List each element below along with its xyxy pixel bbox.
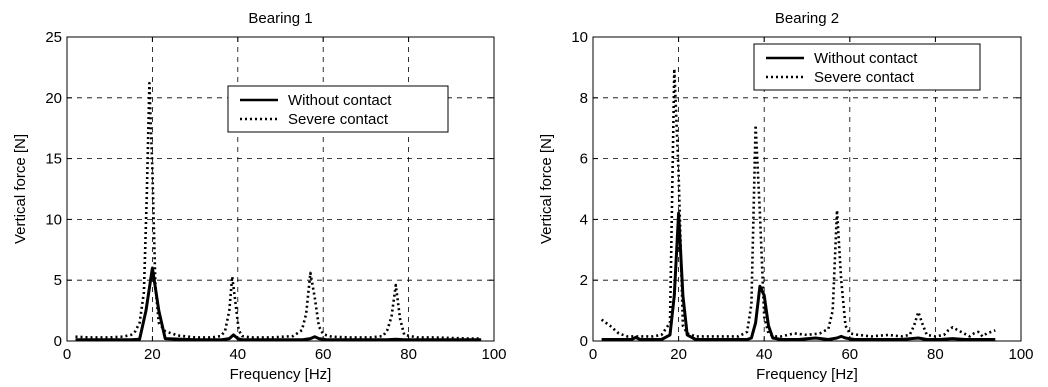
y-tick-label: 10 (571, 29, 588, 46)
axes-frame (66, 36, 495, 342)
y-tick-label: 15 (45, 151, 62, 168)
y-tick-label: 10 (45, 211, 62, 228)
legend-box (227, 85, 449, 133)
legend: Without contact Severe contact (227, 85, 449, 133)
series-line-without-contact (601, 211, 996, 341)
y-tick-label: 8 (580, 90, 588, 107)
x-tick-label: 80 (400, 346, 417, 363)
y-axis-label: Vertical force [N] (538, 134, 555, 244)
x-tick-label: 60 (315, 346, 332, 363)
plot-area (67, 37, 494, 341)
x-tick-label: 60 (841, 346, 858, 363)
y-tick-label: 4 (580, 211, 588, 228)
x-axis-label: Frequency [Hz] (756, 366, 858, 383)
legend-label: Without contact (288, 92, 392, 109)
series-line-severe-contact (75, 81, 482, 340)
x-tick-label: 40 (756, 346, 773, 363)
chart-bearing-1: 0 20 40 60 80 100 0 5 10 15 20 25 Bearing 1 Frequency… (12, 10, 507, 383)
legend: Without contact Severe contact (753, 43, 981, 91)
y-tick-label: 5 (54, 272, 62, 289)
chart-title: Bearing 2 (775, 10, 839, 27)
x-axis-label: Frequency [Hz] (230, 366, 332, 383)
y-tick-label: 20 (45, 90, 62, 107)
x-tick-label: 20 (144, 346, 161, 363)
x-tick-label: 80 (927, 346, 944, 363)
chart-title: Bearing 1 (248, 10, 312, 27)
chart-bearing-2: 0 20 40 60 80 100 0 2 4 6 8 10 Bearing 2 Frequency [H… (538, 10, 1034, 383)
legend-label: Severe contact (814, 69, 915, 86)
y-tick-label: 25 (45, 29, 62, 46)
legend-label: Without contact (814, 50, 918, 67)
y-tick-label: 0 (580, 333, 588, 350)
x-tick-label: 0 (63, 346, 71, 363)
series-line-severe-contact (600, 67, 996, 338)
y-tick-label: 6 (580, 151, 588, 168)
x-tick-label: 100 (481, 346, 506, 363)
legend-label: Severe contact (288, 111, 389, 128)
x-tick-label: 100 (1008, 346, 1033, 363)
y-axis-label: Vertical force [N] (12, 134, 29, 244)
x-tick-label: 20 (670, 346, 687, 363)
x-tick-label: 0 (589, 346, 597, 363)
y-tick-label: 0 (54, 333, 62, 350)
y-tick-label: 2 (580, 272, 588, 289)
series-line-without-contact (75, 266, 482, 342)
x-tick-label: 40 (229, 346, 246, 363)
axes-frame (592, 36, 1022, 342)
legend-box (753, 43, 981, 91)
